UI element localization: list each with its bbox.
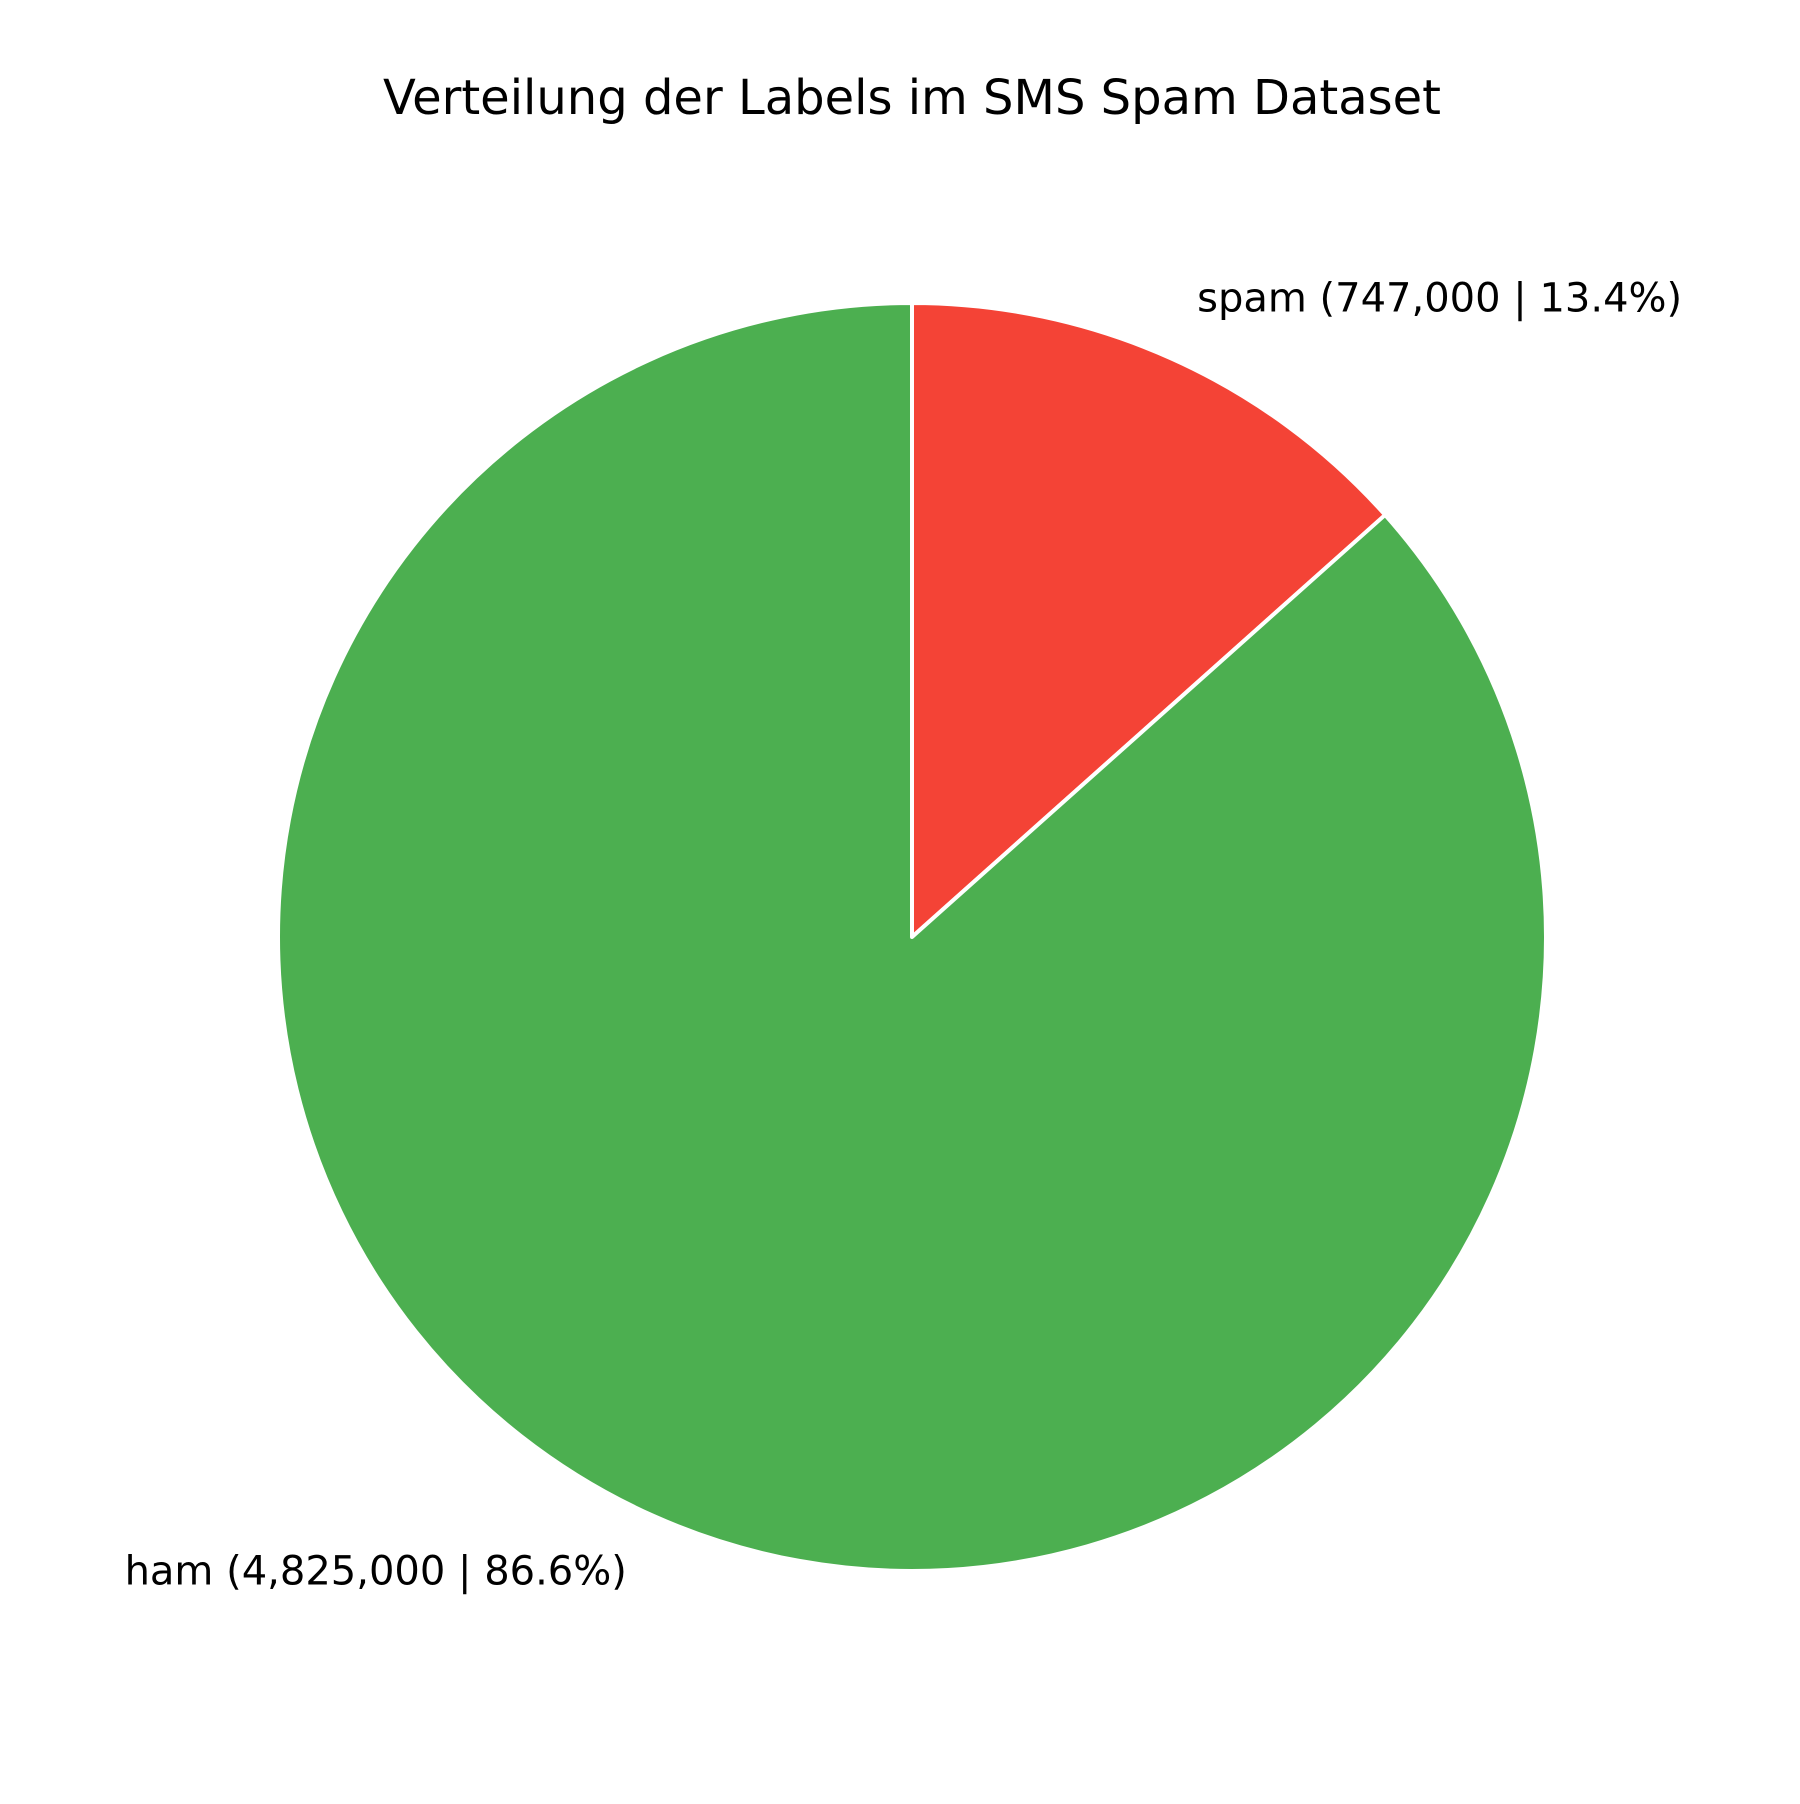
pie-label-ham: ham (4,825,000 | 86.6%) [125, 1548, 627, 1594]
pie-slices [276, 301, 1548, 1573]
pie-slice-ham [276, 301, 1548, 1573]
chart-title: Verteilung der Labels im SMS Spam Datase… [383, 70, 1441, 126]
pie-labels: spam (747,000 | 13.4%) ham (4,825,000 | 8… [125, 276, 1683, 1595]
pie-label-spam: spam (747,000 | 13.4%) [1197, 276, 1682, 322]
pie-slice-spam [910, 301, 1388, 939]
